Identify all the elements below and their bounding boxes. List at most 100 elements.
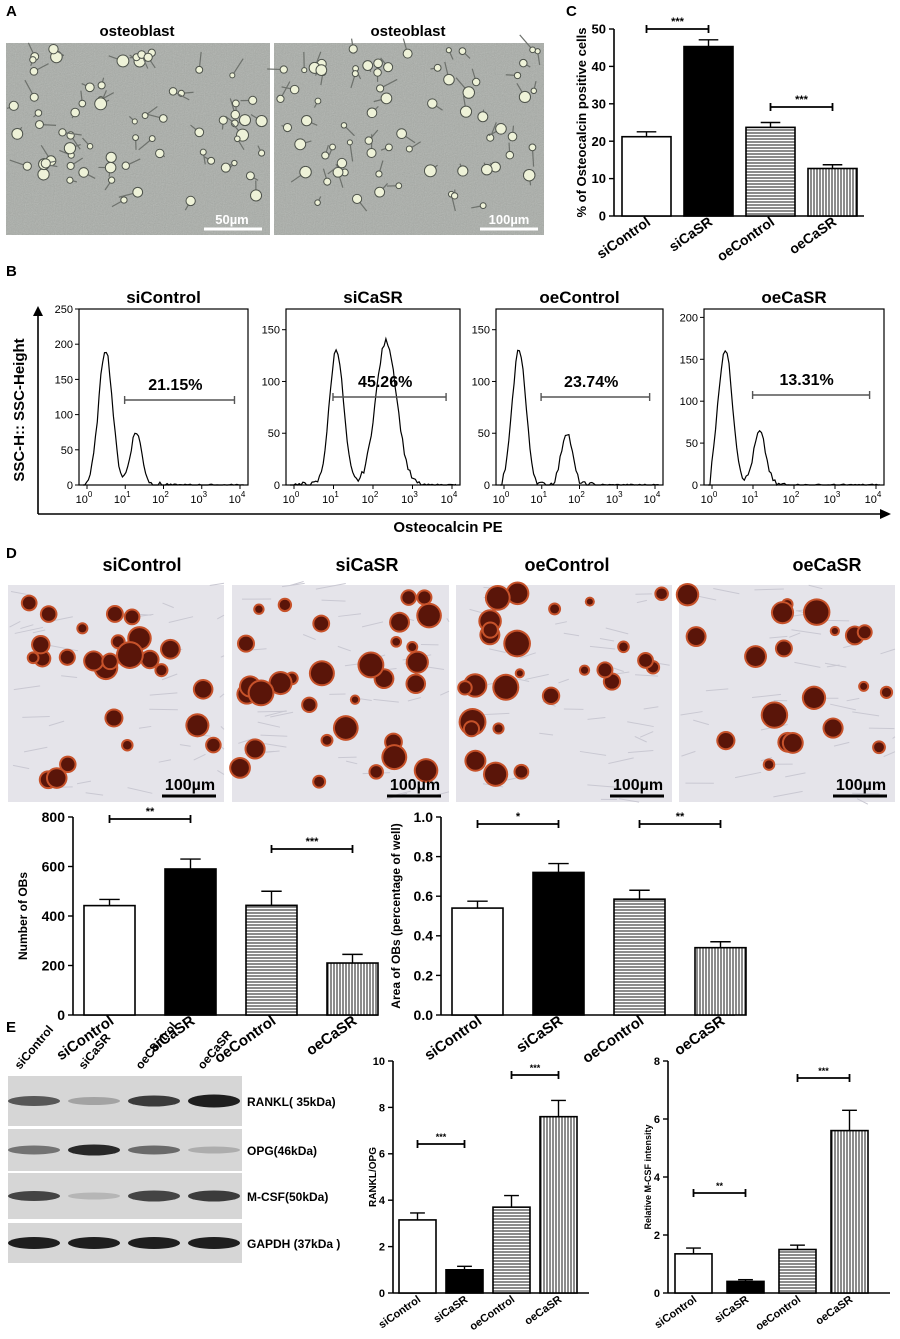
fiber [161,673,178,681]
cell-body [29,56,37,64]
significance-label: *** [436,1132,447,1142]
fiber [587,784,617,788]
fiber [558,678,569,684]
mineral-nodule [279,599,291,611]
mineral-nodule [142,651,158,668]
mineral-nodule [370,766,382,778]
histogram-frame [703,308,885,486]
fiber [525,673,549,680]
protein-band [188,1146,240,1154]
fiber [846,697,860,702]
fiber [734,771,762,779]
fiber [338,756,357,759]
fiber [270,711,294,718]
fiber [489,648,506,654]
cell-body [231,159,238,167]
blot-label: M-CSF(50kDa) [247,1190,328,1204]
y-tick-label: 0 [484,480,490,492]
scale-bar-label: 100µm [165,777,215,794]
fiber [61,675,78,678]
fiber [608,757,634,765]
fiber [794,661,821,668]
bar-oecasr [539,1115,578,1294]
gate-percentage: 13.31% [779,372,833,389]
gate-percentage: 21.15% [148,377,202,394]
mineral-nodule [310,662,333,685]
fiber [808,584,823,590]
fiber [149,692,178,696]
cell-body [427,98,438,109]
fiber [713,588,740,595]
cell-body [120,196,128,204]
bar-oecontrol [245,904,298,1016]
cell-body [336,157,348,169]
protein-band [8,1145,60,1155]
bar-sicontrol [621,135,672,217]
mineral-nodule [860,682,868,690]
y-tick-label: 2 [654,1230,660,1242]
y-axis-label: Area of OBs (percentage of well) [389,823,403,1008]
x-tick-label: 103 [190,490,207,506]
cell-body [66,176,74,184]
fiber [440,690,450,696]
fiber [605,627,629,635]
fiber [20,624,34,630]
y-tick-label: 50 [61,445,73,457]
flow-x-axis-label: Osteocalcin PE [393,519,502,536]
mineral-nodule [187,715,208,736]
mineral-nodule [391,613,408,631]
fiber [563,632,580,637]
histogram-curve [500,349,660,486]
mineral-nodule [35,651,50,666]
cell-body [519,58,528,68]
y-tick-label: 200 [680,312,698,324]
x-tick-label: 101 [530,490,547,506]
y-tick-label: 100 [472,376,490,388]
fiber [634,735,647,743]
cell-body [289,84,300,95]
fiber [220,726,225,730]
blot-label: OPG(46kDa) [247,1144,317,1158]
x-tick-label: 103 [401,490,418,506]
y-axis-label: Relative M-CSF intensity [643,1124,653,1229]
histogram-curve [83,351,245,486]
x-category-label: oeControl [714,213,777,264]
cell-body [471,77,481,87]
fiber [337,645,351,652]
y-tick-label: 0.8 [414,849,434,865]
mineral-nodule [505,631,529,656]
fiber [446,618,450,622]
fiber [852,711,880,717]
bar-sicontrol [398,1219,437,1294]
fiber [127,787,153,794]
cell-body [35,120,44,129]
fiber [892,736,896,739]
mineral-nodule [383,746,406,769]
fiber [257,721,281,728]
fiber [407,697,421,702]
cell-body [195,65,204,74]
protein-band [68,1192,120,1200]
cell-body [29,67,39,76]
stain-image-oecontrol: 100µm [456,581,672,803]
cell-body [207,156,216,165]
fiber [168,616,194,623]
cell-body [395,182,403,190]
cell-body [346,139,353,146]
cell-body [116,54,130,68]
flow-histogram-oecontrol: oeControl 0 50 100 150 100 101 102 103 104 23.74% [472,288,664,506]
scale-bar-label: 50µm [215,212,249,227]
mineral-nodule [408,643,417,651]
cell-body [323,177,332,186]
gate-percentage: 23.74% [564,374,618,391]
y-tick-label: 6 [654,1114,660,1126]
fiber [373,698,399,703]
mineral-nodule [334,717,357,739]
mineral-nodule [103,654,117,669]
x-tick-label: 102 [152,490,169,506]
mineral-nodule [484,763,507,785]
x-tick-label: 101 [322,490,339,506]
y-tick-label: 4 [654,1172,661,1184]
mineral-nodule [107,607,122,621]
micrograph-osteoblast-1: 50µm [6,42,270,235]
